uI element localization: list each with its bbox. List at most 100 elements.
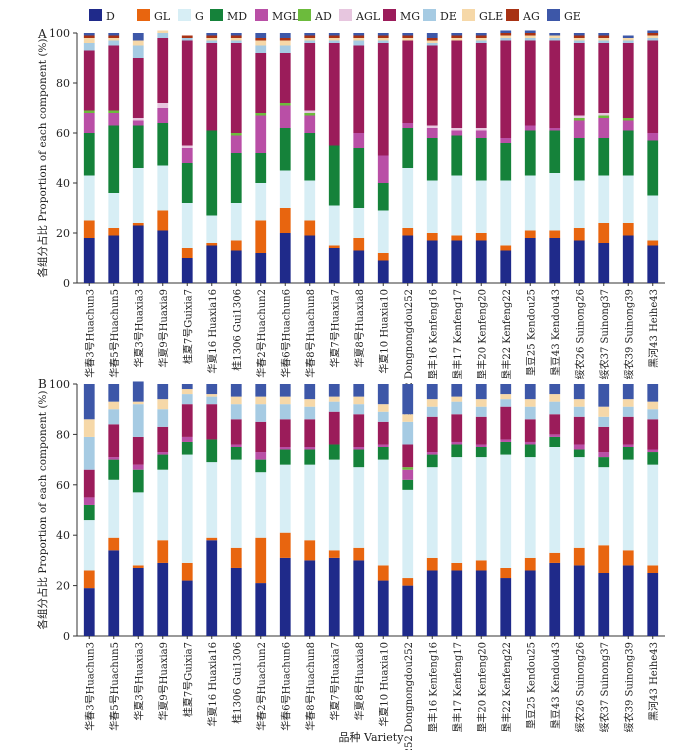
bar-segment-md [451, 444, 463, 458]
y-tick-label: 40 [56, 529, 70, 542]
bar-segment-de [549, 401, 561, 415]
bar-segment-mgl [230, 135, 242, 153]
bar-segment-de [426, 406, 438, 417]
bar-segment-mgl [157, 108, 169, 123]
bar-segment-ag [377, 35, 389, 38]
bar-segment-gl [279, 532, 291, 558]
bar-segment-de [500, 38, 512, 41]
bar-segment-md [132, 469, 144, 493]
bar-segment-de [377, 411, 389, 422]
bar-segment-mg [549, 40, 561, 128]
bar-segment-mg [426, 416, 438, 453]
bar-segment-md [206, 439, 218, 463]
legend-swatch-g [178, 9, 191, 21]
bar-segment-d [279, 557, 291, 636]
bar-segment-gl [132, 223, 144, 226]
bar-segment-g [451, 175, 463, 236]
bar-segment-md [647, 452, 659, 465]
bar-segment-de [549, 38, 561, 41]
bar-segment-d [573, 565, 585, 636]
legend-label-g: G [195, 10, 204, 23]
bar-segment-gl [108, 537, 120, 551]
bar-segment-mgl [304, 447, 316, 450]
bar-segment-ge [598, 384, 610, 407]
bar-stack [279, 384, 291, 636]
bar-segment-d [426, 570, 438, 636]
bar-segment-ag [181, 35, 193, 38]
bar-segment-g [647, 195, 659, 241]
legend-label-gle: GLE [479, 10, 503, 23]
bar-segment-d [132, 567, 144, 636]
bar-segment-gle [328, 396, 340, 402]
bar-segment-d [647, 245, 659, 283]
x-tick-label: 垦丰16 Kenfeng16 [426, 289, 439, 380]
bar-segment-ge [426, 33, 438, 38]
bar-segment-g [181, 454, 193, 563]
bar-segment-d [451, 240, 463, 283]
bar-segment-mgl [647, 133, 659, 141]
bar-stack [255, 33, 267, 283]
bar-segment-gle [647, 35, 659, 38]
bar-segment-de [475, 406, 487, 417]
bar-segment-gl [181, 248, 193, 258]
bar-segment-mgl [475, 130, 487, 138]
bar-segment-mg [647, 40, 659, 133]
bar-segment-mg [377, 43, 389, 156]
bar-segment-de [524, 406, 536, 420]
bar-stack [451, 384, 463, 636]
panel-letter: B [38, 377, 47, 391]
bar-segment-de [279, 404, 291, 420]
bar-stack [157, 384, 169, 636]
bar-segment-mg [157, 38, 169, 103]
bar-segment-gle [622, 38, 634, 41]
bar-segment-ge [647, 384, 659, 402]
bar-segment-gl [377, 565, 389, 581]
bar-segment-ad [622, 118, 634, 121]
bar-segment-md [108, 125, 120, 193]
bar-segment-mg [573, 43, 585, 116]
bar-stack [328, 33, 340, 283]
bar-segment-ge [328, 384, 340, 397]
bar-segment-ge [475, 384, 487, 400]
bar-segment-agl [426, 125, 438, 128]
bar-segment-md [304, 449, 316, 465]
bar-segment-d [622, 235, 634, 283]
bar-segment-d [500, 250, 512, 283]
bar-segment-md [451, 135, 463, 176]
bar-stack [157, 30, 169, 283]
x-tick-label: 桂1306 Gui1306 [230, 289, 243, 371]
bar-segment-gl [353, 238, 365, 251]
bar-segment-g [255, 472, 267, 538]
bar-segment-gle [549, 35, 561, 38]
bar-segment-gle [353, 38, 365, 41]
x-tick-label: 华夏9号Huaxia9 [157, 289, 170, 368]
bar-segment-gle [500, 394, 512, 400]
bar-segment-ge [402, 33, 414, 36]
bar-segment-de [157, 33, 169, 38]
bar-stack [524, 384, 536, 636]
bar-segment-gl [377, 253, 389, 261]
bar-segment-g [353, 208, 365, 238]
x-tick-label: 垦丰22 Kenfeng22 [500, 289, 513, 380]
bar-segment-ad [279, 103, 291, 106]
bar-stack [108, 384, 120, 636]
bar-segment-g [83, 520, 95, 571]
bar-segment-ag [500, 33, 512, 36]
x-tick-label: 华夏8号Huaxia8 [353, 642, 366, 721]
bar-segment-de [132, 45, 144, 58]
bar-segment-ge [549, 384, 561, 395]
bar-stack [573, 384, 585, 636]
bar-segment-g [206, 462, 218, 538]
x-tick-label: 华春2号Huachun2 [255, 289, 268, 378]
bar-segment-ge [622, 35, 634, 38]
legend-swatch-gle [462, 9, 475, 21]
x-tick-label: 华春2号Huachun2 [255, 642, 268, 731]
x-tick-label: 华春3号Huachun3 [83, 289, 96, 378]
bar-segment-gl [304, 540, 316, 561]
bar-segment-mg [475, 43, 487, 128]
bar-segment-g [475, 457, 487, 561]
bar-stack [328, 384, 340, 636]
bar-segment-de [402, 421, 414, 445]
